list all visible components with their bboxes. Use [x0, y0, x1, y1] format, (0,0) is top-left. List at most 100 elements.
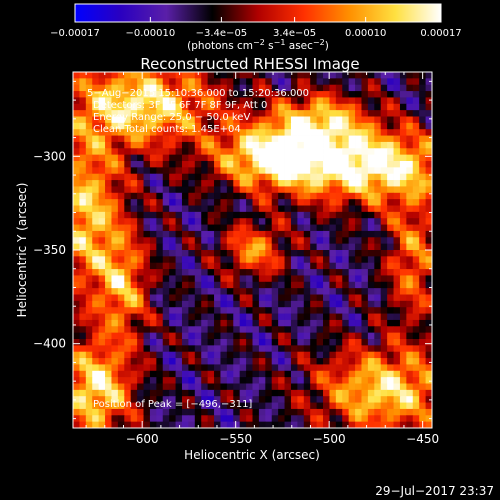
heatmap-cell [105, 281, 112, 289]
heatmap-cell [412, 250, 420, 257]
heatmap-cell [226, 326, 234, 334]
heatmap-cell [85, 230, 93, 238]
heatmap-cell [367, 154, 375, 162]
heatmap-cell [181, 161, 189, 168]
heatmap-cell [194, 383, 202, 391]
heatmap-cell [412, 192, 420, 200]
heatmap-cell [316, 275, 324, 283]
heatmap-cell [367, 173, 375, 181]
heatmap-cell [73, 122, 80, 130]
heatmap-cell [355, 173, 362, 181]
heatmap-cell [201, 269, 209, 276]
heatmap-cell [303, 281, 311, 289]
heatmap-cell [124, 91, 132, 98]
heatmap-cell [181, 173, 189, 181]
heatmap-cell [303, 148, 311, 156]
annotation-energy: Energy Range: 25.0 − 50.0 keV [93, 112, 250, 123]
peak-label: Position of Peak = [−496,−311] [93, 399, 252, 410]
heatmap-cell [393, 141, 401, 149]
heatmap-cell [130, 332, 138, 340]
heatmap-cell [252, 148, 260, 156]
heatmap-cell [85, 370, 93, 378]
heatmap-cell [181, 250, 189, 257]
heatmap-cell [143, 230, 151, 238]
heatmap-cell [111, 389, 119, 397]
heatmap-cell [233, 275, 241, 283]
heatmap-cell [156, 243, 164, 251]
heatmap-cell [137, 326, 144, 334]
heatmap-cell [85, 141, 93, 149]
heatmap-cell [278, 218, 285, 225]
heatmap-cell [220, 339, 228, 346]
heatmap-cell [399, 415, 407, 423]
heatmap-cell [355, 199, 362, 206]
heatmap-cell [188, 154, 196, 162]
heatmap-cell [73, 148, 80, 156]
heatmap-cell [188, 345, 196, 353]
heatmap-cell [406, 199, 414, 206]
heatmap-cell [117, 148, 125, 156]
heatmap-cell [387, 154, 394, 162]
heatmap-cell [278, 345, 285, 353]
heatmap-cell [73, 402, 80, 410]
heatmap-cell [201, 389, 209, 397]
heatmap-cell [143, 167, 151, 175]
heatmap-cell [175, 351, 183, 359]
heatmap-cell [329, 326, 337, 334]
heatmap-cell [361, 218, 369, 225]
heatmap-cell [387, 313, 394, 321]
heatmap-cell [380, 383, 388, 391]
heatmap-cell [175, 307, 183, 314]
heatmap-cell [201, 275, 209, 283]
heatmap-cell [329, 339, 337, 346]
heatmap-cell [220, 250, 228, 257]
heatmap-cell [207, 110, 215, 117]
heatmap-cell [226, 167, 234, 175]
heatmap-cell [284, 192, 292, 200]
heatmap-cell [425, 237, 433, 245]
heatmap-cell [214, 97, 221, 105]
heatmap-cell [194, 243, 202, 251]
heatmap-cell [271, 408, 279, 416]
heatmap-cell [303, 415, 311, 423]
heatmap-cell [85, 243, 93, 251]
heatmap-cell [156, 288, 164, 295]
heatmap-cell [406, 332, 414, 340]
heatmap-cell [181, 377, 189, 384]
heatmap-cell [265, 408, 273, 416]
heatmap-cell [143, 237, 151, 245]
heatmap-cell [214, 396, 221, 403]
heatmap-cell [310, 415, 318, 423]
heatmap-cell [79, 192, 87, 200]
heatmap-cell [342, 319, 350, 327]
heatmap-cell [399, 351, 407, 359]
heatmap-cell [265, 97, 273, 105]
heatmap-cell [271, 281, 279, 289]
heatmap-cell [201, 358, 209, 365]
heatmap-cell [399, 116, 407, 124]
heatmap-cell [316, 199, 324, 206]
heatmap-cell [323, 211, 330, 219]
heatmap-cell [149, 288, 157, 295]
heatmap-cell [342, 91, 350, 98]
heatmap-cell [92, 370, 100, 378]
heatmap-cell [105, 345, 112, 353]
heatmap-cell [425, 339, 433, 346]
heatmap-cell [323, 364, 330, 372]
heatmap-cell [387, 288, 394, 295]
heatmap-cell [98, 116, 106, 124]
heatmap-cell [201, 218, 209, 225]
heatmap-cell [226, 339, 234, 346]
heatmap-cell [105, 288, 112, 295]
heatmap-cell [348, 256, 356, 264]
heatmap-cell [226, 256, 234, 264]
heatmap-cell [355, 377, 362, 384]
heatmap-cell [156, 218, 164, 225]
heatmap-cell [284, 154, 292, 162]
heatmap-cell [329, 389, 337, 397]
heatmap-cell [220, 377, 228, 384]
heatmap-cell [258, 294, 266, 302]
heatmap-cell [406, 110, 414, 117]
heatmap-cell [105, 250, 112, 257]
heatmap-cell [258, 91, 266, 98]
